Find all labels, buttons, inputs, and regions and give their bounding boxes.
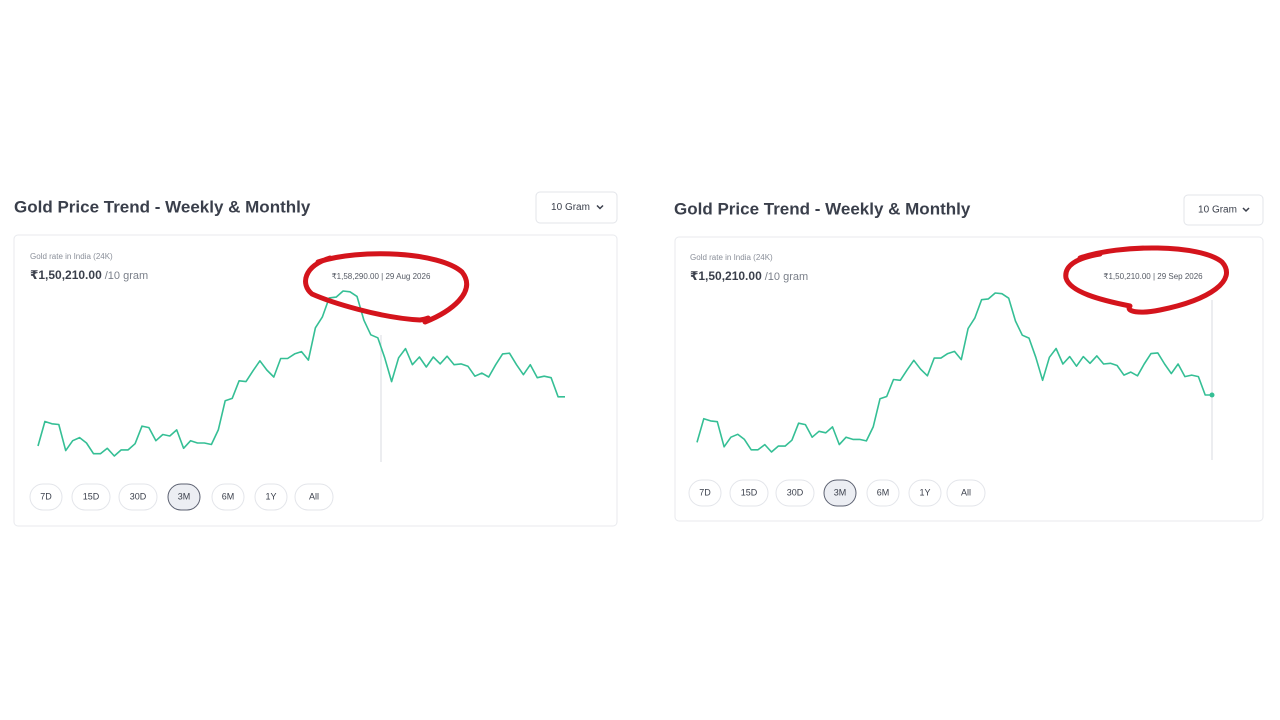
range-button-label: 6M (877, 487, 890, 497)
range-button-label: All (961, 487, 971, 497)
range-button-label: 1Y (919, 487, 930, 497)
range-button[interactable]: 15D (71, 483, 111, 511)
dropdown-label: 10 Gram (551, 202, 590, 213)
range-button-label: All (309, 491, 319, 501)
chart-caption: Gold rate in India (24K) (30, 252, 113, 261)
range-button[interactable]: 6M (211, 483, 245, 511)
range-button[interactable]: 7D (29, 483, 63, 511)
range-button-bg (211, 483, 245, 511)
range-button[interactable]: 1Y (254, 483, 288, 511)
range-button[interactable]: 15D (729, 479, 769, 507)
range-button[interactable]: 30D (775, 479, 815, 507)
dropdown-label: 10 Gram (1198, 205, 1237, 216)
panel-title: Gold Price Trend - Weekly & Monthly (14, 197, 311, 216)
unit-dropdown[interactable]: 10 Gram (1183, 194, 1264, 226)
current-price: ₹1,50,210.00/10 gram (30, 268, 148, 282)
range-button-label: 3M (834, 487, 847, 497)
range-button[interactable]: 1Y (908, 479, 942, 507)
range-button-label: 15D (741, 487, 758, 497)
range-button[interactable]: 7D (688, 479, 722, 507)
chart-caption: Gold rate in India (24K) (690, 253, 773, 262)
range-button-label: 30D (787, 487, 804, 497)
range-button-label: 15D (83, 491, 100, 501)
range-button-bg (775, 479, 815, 507)
range-button-bg (908, 479, 942, 507)
hover-tooltip: ₹1,50,210.00 | 29 Sep 2026 (1103, 272, 1203, 281)
range-button-label: 7D (40, 491, 52, 501)
range-button[interactable]: All (946, 479, 986, 507)
red-annotation (303, 251, 470, 325)
dropdown-box (1183, 194, 1264, 226)
chevron-icon (596, 204, 604, 210)
range-button[interactable]: 3M (167, 483, 201, 511)
price-unit: /10 gram (105, 270, 148, 282)
range-button-bg (688, 479, 722, 507)
range-button[interactable]: 3M (823, 479, 857, 507)
range-button[interactable]: 30D (118, 483, 158, 511)
unit-dropdown[interactable]: 10 Gram (535, 191, 618, 224)
dropdown-box (535, 191, 618, 224)
range-button-label: 7D (699, 487, 711, 497)
range-button-bg (29, 483, 63, 511)
hover-point (1209, 392, 1215, 398)
range-button-label: 1Y (265, 491, 276, 501)
range-button-label: 6M (222, 491, 235, 501)
current-price: ₹1,50,210.00/10 gram (690, 269, 808, 283)
range-button[interactable]: 6M (866, 479, 900, 507)
chart-card (674, 236, 1264, 522)
range-button-bg (118, 483, 158, 511)
panel-title: Gold Price Trend - Weekly & Monthly (674, 199, 971, 218)
chevron-icon (1242, 207, 1250, 213)
range-button-bg (946, 479, 986, 507)
range-button[interactable]: All (294, 483, 334, 511)
range-button-bg (729, 479, 769, 507)
gold-price-panel: Gold Price Trend - Weekly & Monthly 10 Gr… (13, 191, 618, 527)
range-button-bg (167, 483, 201, 511)
price-line (696, 292, 1212, 453)
price-value: ₹1,50,210.00 (30, 268, 102, 282)
range-button-bg (254, 483, 288, 511)
chart-card (13, 234, 618, 527)
gold-price-panel: Gold Price Trend - Weekly & Monthly 10 Gr… (674, 194, 1264, 522)
range-button-bg (294, 483, 334, 511)
price-line (37, 290, 565, 457)
hover-tooltip: ₹1,58,290.00 | 29 Aug 2026 (332, 272, 431, 281)
range-button-bg (71, 483, 111, 511)
red-annotation (1063, 245, 1229, 315)
range-button-bg (823, 479, 857, 507)
price-value: ₹1,50,210.00 (690, 269, 762, 283)
range-button-label: 30D (130, 491, 147, 501)
range-button-label: 3M (178, 491, 191, 501)
price-unit: /10 gram (765, 271, 808, 283)
range-button-bg (866, 479, 900, 507)
